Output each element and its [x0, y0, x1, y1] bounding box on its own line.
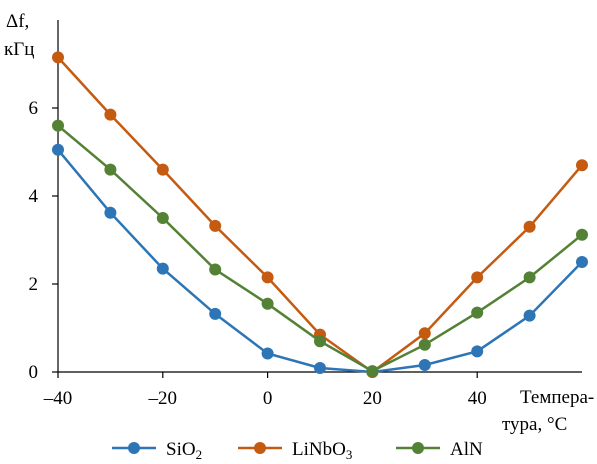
y-tick-label: 6 — [29, 98, 39, 119]
data-point — [523, 309, 536, 322]
data-point — [261, 297, 274, 310]
data-point — [314, 362, 326, 375]
legend-marker — [412, 442, 424, 454]
data-point — [104, 163, 117, 176]
data-point — [209, 263, 222, 276]
data-point — [261, 271, 274, 284]
x-tick-label: –40 — [43, 388, 73, 409]
legend-label: SiO2 — [166, 439, 202, 462]
x-tick-label: 20 — [363, 388, 382, 409]
data-point — [418, 338, 431, 351]
y-tick-label: 4 — [29, 186, 39, 207]
data-point — [576, 256, 588, 268]
data-point — [523, 271, 536, 284]
data-point — [156, 262, 169, 275]
series-LiNbO3 — [52, 51, 588, 378]
x-tick-label: –20 — [148, 388, 178, 409]
data-point — [471, 345, 484, 358]
data-point — [209, 219, 222, 232]
legend-marker — [128, 442, 140, 454]
legend-label: LiNbO3 — [292, 439, 352, 462]
data-point — [576, 159, 588, 172]
data-point — [104, 108, 117, 121]
x-tick-label: 0 — [263, 388, 273, 409]
data-point — [52, 119, 64, 132]
axes — [57, 20, 582, 373]
data-point — [209, 307, 222, 320]
data-point — [366, 365, 379, 378]
data-point — [471, 306, 484, 319]
x-axis-title-line-2: тура, °C — [502, 414, 567, 435]
y-axis-title-line-1: Δf, — [6, 11, 29, 32]
data-point — [418, 358, 431, 371]
y-tick-label: 2 — [29, 274, 39, 295]
y-axis-title-line-2: кГц — [4, 39, 34, 60]
legend-label: AlN — [450, 439, 483, 460]
data-point — [261, 347, 274, 360]
data-point — [156, 212, 169, 224]
data-point — [52, 51, 64, 64]
legend-item: LiNbO3 — [238, 439, 352, 462]
data-point — [314, 335, 326, 348]
legend-marker — [254, 442, 266, 454]
legend-item: SiO2 — [112, 439, 202, 462]
data-point — [523, 220, 536, 233]
data-point — [104, 206, 117, 219]
x-axis-title-line-1: Темпера- — [520, 387, 594, 408]
data-point — [156, 163, 169, 176]
series-AlN — [52, 119, 588, 378]
series-line — [57, 56, 583, 374]
data-point — [576, 228, 588, 241]
legend-item: AlN — [396, 439, 483, 460]
data-point — [52, 143, 64, 156]
data-point — [418, 327, 431, 340]
x-tick-label: 40 — [468, 388, 487, 409]
y-tick-label: 0 — [29, 362, 39, 383]
data-point — [471, 271, 484, 284]
series-layer — [52, 51, 588, 378]
tick-layer: 0 2 4 6 –40 –20 0 20 40 — [29, 98, 487, 409]
legend: SiO2 LiNbO3 AlN — [112, 439, 483, 462]
